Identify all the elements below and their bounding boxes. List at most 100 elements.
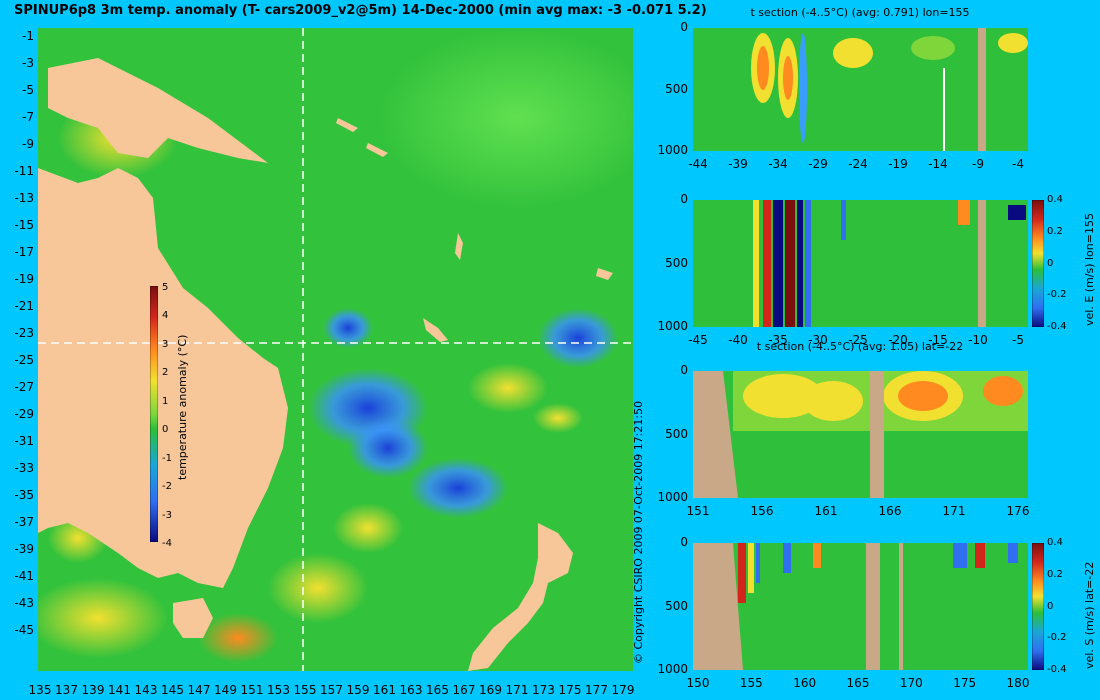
panel-colorbar-tick: 0	[1047, 257, 1054, 269]
panel-x-tick: -30	[808, 333, 828, 347]
panel-x-tick: -24	[848, 157, 868, 171]
panel-x-tick: 176	[1006, 504, 1030, 518]
panel-x-tick: 175	[953, 676, 977, 690]
panel-x-tick: 150	[686, 676, 710, 690]
lon-tick-label: 149	[214, 683, 237, 697]
map-colorbar-tick: -4	[162, 538, 172, 549]
lon-tick-label: 169	[479, 683, 502, 697]
vel-s-section-panel	[693, 543, 1028, 670]
panel-x-tick: 151	[686, 504, 710, 518]
map-colorbar-tick: 1	[162, 395, 169, 407]
map-colorbar-tick: 0	[162, 424, 169, 436]
panel-x-tick: 170	[899, 676, 923, 690]
t-section-lat-canvas	[693, 371, 1028, 498]
lon-tick-label: 139	[81, 683, 105, 697]
panel-colorbar-tick: -0.4	[1047, 321, 1067, 332]
lat-tick-label: -31	[14, 434, 34, 448]
lon-tick-label: 135	[28, 683, 52, 697]
panel-colorbar-tick: -0.2	[1047, 632, 1067, 644]
lon-tick-label: 163	[399, 683, 423, 697]
panel-1-title: t section (-4..5°C) (avg: 0.791) lon=155	[750, 6, 970, 19]
lat-tick-label: -17	[14, 245, 34, 259]
panel-colorbar-tick: 0.2	[1047, 225, 1063, 237]
panel-depth-tick: 500	[665, 598, 688, 613]
lat-tick-label: -23	[14, 326, 34, 340]
panel-x-tick: -10	[968, 333, 988, 347]
panel-depth-tick: 500	[665, 81, 688, 96]
lon-tick-label: 155	[293, 683, 317, 697]
panel-depth-tick: 0	[680, 363, 688, 377]
lon-tick-label: 151	[240, 683, 264, 697]
panel-x-tick: -15	[928, 333, 948, 347]
lat-tick-label: -5	[22, 83, 34, 97]
panel-x-tick: -35	[768, 333, 788, 347]
panel-x-tick: -19	[888, 157, 908, 171]
panel-x-tick: -14	[928, 157, 948, 171]
lat-tick-label: -9	[22, 137, 34, 151]
panel-x-tick: 156	[750, 504, 774, 518]
map-colorbar-tick: 2	[162, 367, 169, 379]
lon-tick-label: 147	[187, 683, 211, 697]
panel-colorbar-tick: 0.2	[1047, 568, 1063, 580]
panel-colorbar-tick: -0.4	[1047, 664, 1067, 675]
panel-x-tick: 165	[846, 676, 870, 690]
panel-x-tick: -25	[848, 333, 868, 347]
panel-x-tick: -29	[808, 157, 828, 171]
vel-s-section-canvas	[693, 543, 1028, 670]
panel-depth-tick: 0	[680, 192, 688, 206]
lat-tick-label: -33	[14, 461, 34, 475]
panel-depth-tick: 500	[665, 255, 688, 270]
temperature-anomaly-map	[38, 28, 633, 671]
lat-tick-label: -15	[14, 218, 34, 232]
lon-tick-label: 153	[267, 683, 290, 697]
lon-tick-label: 159	[346, 683, 370, 697]
lat-tick-label: -43	[14, 596, 34, 610]
map-colorbar-tick: -3	[162, 509, 172, 521]
panel-depth-tick: 1000	[657, 143, 688, 157]
panel-depth-tick: 1000	[657, 319, 688, 333]
lon-tick-label: 177	[585, 683, 608, 697]
map-canvas	[38, 28, 633, 671]
copyright-text: © Copyright CSIRO 2009 07-Oct-2009 17:21…	[632, 400, 645, 664]
panel-x-tick: -5	[1012, 333, 1024, 347]
lat-tick-label: -7	[22, 110, 34, 124]
lat-tick-label: -41	[14, 569, 34, 583]
lon-tick-label: 145	[161, 683, 184, 697]
lat-tick-label: -29	[14, 407, 34, 421]
panel-colorbar-tick: 0.4	[1047, 194, 1063, 205]
map-colorbar-tick: -1	[162, 452, 172, 464]
vel-s-colorbar-label: vel. S (m/s) lat=-22	[1083, 561, 1096, 669]
panel-x-tick: 171	[942, 504, 966, 518]
t-section-lon-canvas	[693, 28, 1028, 151]
lon-tick-label: 171	[505, 683, 529, 697]
panel-x-tick: 161	[814, 504, 838, 518]
panel-3-title: t section (-4..5°C) (avg: 1.05) lat=-22	[756, 340, 964, 353]
lat-tick-label: -39	[14, 542, 34, 556]
lon-tick-label: 137	[55, 683, 78, 697]
panel-depth-tick: 0	[680, 20, 688, 34]
panel-x-tick: -4	[1012, 157, 1024, 171]
panel-x-tick: -9	[972, 157, 984, 171]
lon-tick-label: 143	[134, 683, 158, 697]
lon-tick-label: 141	[108, 683, 131, 697]
lat-tick-label: -3	[22, 56, 34, 70]
panel-x-tick: 166	[878, 504, 902, 518]
lon-tick-label: 161	[373, 683, 396, 697]
map-colorbar-label: temperature anomaly (°C)	[176, 334, 189, 480]
map-colorbar-tick: 4	[162, 310, 169, 322]
lat-tick-label: -35	[14, 488, 34, 502]
lon-tick-label: 179	[611, 683, 635, 697]
vel-e-section-canvas	[693, 200, 1028, 327]
panel-colorbar-tick: 0.4	[1047, 537, 1063, 548]
plot-title: SPINUP6p8 3m temp. anomaly (T- cars2009_…	[14, 3, 707, 18]
map-colorbar-tick: 5	[162, 282, 169, 293]
vel-e-colorbar	[1032, 200, 1044, 327]
lon-tick-label: 167	[452, 683, 476, 697]
panel-depth-tick: 0	[680, 535, 688, 549]
lat-tick-label: -19	[14, 272, 34, 286]
panel-depth-tick: 1000	[657, 490, 688, 504]
vel-e-section-panel	[693, 200, 1028, 327]
lat-tick-label: -37	[14, 515, 34, 529]
panel-depth-tick: 500	[665, 426, 688, 441]
lon-tick-label: 175	[558, 683, 582, 697]
